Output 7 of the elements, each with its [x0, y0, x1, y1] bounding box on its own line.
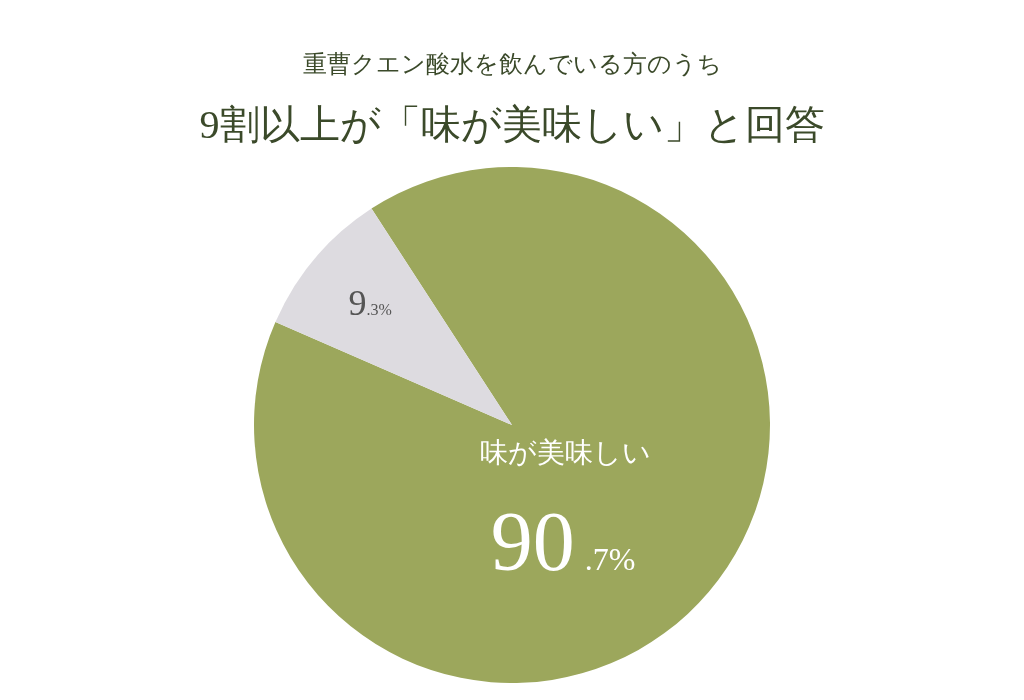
chart-subtitle: 重曹クエン酸水を飲んでいる方のうち	[302, 51, 722, 77]
pie-slice	[275, 208, 512, 425]
chart-title: 9割以上が「味が美味しい」と回答	[199, 102, 825, 147]
pie-slice	[254, 167, 770, 683]
data-label: 9.3%	[348, 282, 392, 323]
slice-label: 味が美味しい	[479, 437, 651, 469]
data-label: 90.7%	[490, 495, 636, 589]
